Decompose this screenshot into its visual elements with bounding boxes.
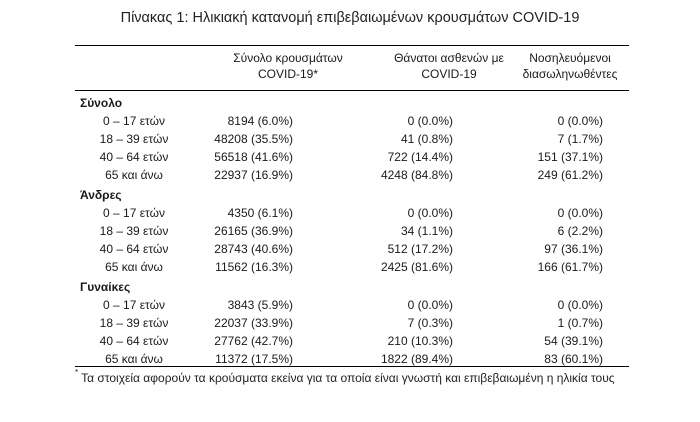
cases-cell: 11562 (16.3%)	[215, 260, 293, 274]
deaths-cell: 41 (0.8%)	[400, 132, 453, 146]
intubated-cell: 151 (37.1%)	[537, 150, 603, 164]
table-row: 18 – 39 ετών 48208 (35.5%) 41 (0.8%) 7 (…	[0, 132, 700, 150]
cases-cell: 48208 (35.5%)	[214, 132, 293, 146]
header-intubated-line1: Νοσηλευόμενοι	[529, 51, 611, 65]
age-cell: 40 – 64 ετών	[99, 242, 169, 256]
intubated-cell: 83 (60.1%)	[544, 352, 603, 366]
deaths-cell: 1822 (89.4%)	[380, 352, 453, 366]
deaths-cell: 4248 (84.8%)	[380, 168, 453, 182]
table-title: Πίνακας 1: Ηλικιακή κατανομή επιβεβαιωμέ…	[120, 10, 580, 26]
intubated-cell: 7 (1.7%)	[557, 132, 603, 146]
table-row: 18 – 39 ετών 26165 (36.9%) 34 (1.1%) 6 (…	[0, 224, 700, 242]
deaths-cell: 0 (0.0%)	[407, 298, 453, 312]
deaths-cell: 210 (10.3%)	[387, 334, 453, 348]
age-cell: 40 – 64 ετών	[99, 334, 169, 348]
deaths-cell: 2425 (81.6%)	[380, 260, 453, 274]
intubated-cell: 166 (61.7%)	[537, 260, 603, 274]
age-cell: 18 – 39 ετών	[99, 224, 169, 238]
table-row: 18 – 39 ετών 22037 (33.9%) 7 (0.3%) 1 (0…	[0, 316, 700, 334]
intubated-cell: 0 (0.0%)	[557, 206, 603, 220]
header-bottom-rule	[75, 90, 629, 91]
table-row: 0 – 17 ετών 4350 (6.1%) 0 (0.0%) 0 (0.0%…	[0, 206, 700, 224]
deaths-cell: 722 (14.4%)	[387, 150, 453, 164]
intubated-cell: 1 (0.7%)	[557, 316, 603, 330]
footnote-text: Τα στοιχεία αφορούν τα κρούσματα εκείνα …	[81, 371, 615, 385]
header-deaths-line2: COVID-19	[421, 67, 477, 81]
table-row: 40 – 64 ετών 27762 (42.7%) 210 (10.3%) 5…	[0, 334, 700, 352]
header-intubated: Νοσηλευόμενοι διασωληνωθέντες	[495, 50, 645, 82]
header-total-cases-line1: Σύνολο κρουσμάτων	[233, 51, 343, 65]
intubated-cell: 6 (2.2%)	[557, 224, 603, 238]
table-row: 65 και άνω 22937 (16.9%) 4248 (84.8%) 24…	[0, 168, 700, 186]
table-row: 65 και άνω 11372 (17.5%) 1822 (89.4%) 83…	[0, 352, 700, 370]
table-row: 0 – 17 ετών 8194 (6.0%) 0 (0.0%) 0 (0.0%…	[0, 114, 700, 132]
group-title-total: Σύνολο	[80, 96, 123, 110]
cases-cell: 22937 (16.9%)	[214, 168, 293, 182]
header-deaths: Θάνατοι ασθενών με COVID-19	[374, 50, 524, 82]
table-row: 65 και άνω 11562 (16.3%) 2425 (81.6%) 16…	[0, 260, 700, 278]
age-cell: 65 και άνω	[105, 168, 163, 182]
age-cell: 18 – 39 ετών	[99, 316, 169, 330]
age-cell: 0 – 17 ετών	[103, 206, 165, 220]
header-intubated-line2: διασωληνωθέντες	[522, 67, 618, 81]
age-cell: 40 – 64 ετών	[99, 150, 169, 164]
cases-cell: 27762 (42.7%)	[214, 334, 293, 348]
footnote: * Τα στοιχεία αφορούν τα κρούσματα εκείνα…	[75, 368, 615, 385]
age-cell: 18 – 39 ετών	[99, 132, 169, 146]
header-total-cases-line2: COVID-19*	[257, 67, 319, 81]
cases-cell: 11372 (17.5%)	[215, 352, 293, 366]
table-top-rule	[75, 45, 629, 46]
table-row: 40 – 64 ετών 28743 (40.6%) 512 (17.2%) 9…	[0, 242, 700, 260]
table-row: 0 – 17 ετών 3843 (5.9%) 0 (0.0%) 0 (0.0%…	[0, 298, 700, 316]
deaths-cell: 34 (1.1%)	[400, 224, 453, 238]
table-bottom-rule	[75, 366, 629, 367]
cases-cell: 56518 (41.6%)	[214, 150, 293, 164]
age-cell: 0 – 17 ετών	[103, 298, 165, 312]
age-cell: 0 – 17 ετών	[103, 114, 165, 128]
cases-cell: 3843 (5.9%)	[227, 298, 293, 312]
deaths-cell: 0 (0.0%)	[407, 114, 453, 128]
table-row: 40 – 64 ετών 56518 (41.6%) 722 (14.4%) 1…	[0, 150, 700, 168]
cases-cell: 26165 (36.9%)	[214, 224, 293, 238]
footnote-marker: *	[75, 368, 79, 377]
cases-cell: 4350 (6.1%)	[227, 206, 293, 220]
intubated-cell: 249 (61.2%)	[537, 168, 603, 182]
group-title-women: Γυναίκες	[80, 280, 131, 294]
group-title-men: Άνδρες	[80, 188, 122, 202]
header-deaths-line1: Θάνατοι ασθενών με	[394, 51, 504, 65]
age-cell: 65 και άνω	[105, 260, 163, 274]
cases-cell: 28743 (40.6%)	[214, 242, 293, 256]
deaths-cell: 0 (0.0%)	[407, 206, 453, 220]
cases-cell: 22037 (33.9%)	[214, 316, 293, 330]
intubated-cell: 97 (36.1%)	[544, 242, 603, 256]
deaths-cell: 512 (17.2%)	[387, 242, 453, 256]
intubated-cell: 54 (39.1%)	[544, 334, 603, 348]
header-total-cases: Σύνολο κρουσμάτων COVID-19*	[213, 50, 363, 82]
age-cell: 65 και άνω	[105, 352, 163, 366]
deaths-cell: 7 (0.3%)	[407, 316, 453, 330]
intubated-cell: 0 (0.0%)	[557, 114, 603, 128]
intubated-cell: 0 (0.0%)	[557, 298, 603, 312]
cases-cell: 8194 (6.0%)	[227, 114, 293, 128]
